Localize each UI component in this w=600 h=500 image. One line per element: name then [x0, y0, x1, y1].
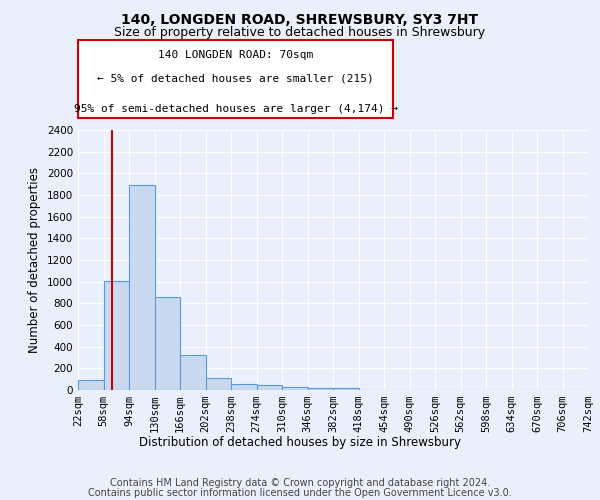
Text: 140 LONGDEN ROAD: 70sqm: 140 LONGDEN ROAD: 70sqm: [158, 50, 313, 60]
Bar: [155, 297, 180, 390]
Y-axis label: Number of detached properties: Number of detached properties: [28, 167, 41, 353]
Bar: [282, 387, 308, 390]
Text: 95% of semi-detached houses are larger (4,174) →: 95% of semi-detached houses are larger (…: [74, 104, 398, 114]
Bar: [257, 384, 282, 390]
Text: Contains public sector information licensed under the Open Government Licence v3: Contains public sector information licen…: [88, 488, 512, 498]
Bar: [104, 280, 129, 390]
Text: ← 5% of detached houses are smaller (215): ← 5% of detached houses are smaller (215…: [97, 74, 374, 84]
Text: Contains HM Land Registry data © Crown copyright and database right 2024.: Contains HM Land Registry data © Crown c…: [110, 478, 490, 488]
Text: 140, LONGDEN ROAD, SHREWSBURY, SY3 7HT: 140, LONGDEN ROAD, SHREWSBURY, SY3 7HT: [121, 12, 479, 26]
Bar: [78, 380, 104, 390]
Bar: [129, 185, 155, 390]
Bar: [231, 384, 257, 390]
Bar: [308, 388, 333, 390]
Text: Size of property relative to detached houses in Shrewsbury: Size of property relative to detached ho…: [115, 26, 485, 39]
Bar: [205, 378, 231, 390]
Bar: [333, 388, 359, 390]
Bar: [180, 356, 205, 390]
Text: Distribution of detached houses by size in Shrewsbury: Distribution of detached houses by size …: [139, 436, 461, 449]
